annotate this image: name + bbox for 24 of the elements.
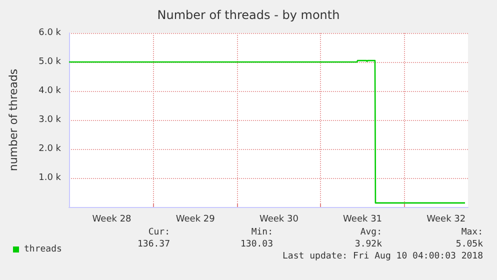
y-tick-label: 2.0 k: [38, 144, 62, 154]
text: Last update: Fri Aug 10 04:00:03 2018: [282, 252, 483, 262]
y-tick-label: 4.0 k: [38, 86, 62, 96]
chart-title: Number of threads - by month: [157, 8, 340, 22]
y-tick-label: 6.0 k: [38, 28, 62, 38]
text: 130.03: [240, 240, 273, 250]
x-tick-label: Week 30: [259, 214, 299, 224]
text: Max:: [461, 228, 483, 238]
text: Cur:: [148, 228, 170, 238]
x-tick-label: Week 28: [92, 214, 132, 224]
text: Avg:: [360, 228, 382, 238]
y-tick-label: 1.0 k: [38, 173, 62, 183]
x-tick-label: Week 32: [426, 214, 466, 224]
y-tick-label: 3.0 k: [38, 115, 62, 125]
text: 3.92k: [354, 240, 383, 250]
legend-label: threads: [24, 244, 62, 254]
y-axis-title: number of threads: [7, 68, 20, 172]
text: 5.05k: [456, 240, 484, 250]
line-series: [68, 60, 466, 204]
x-tick-label: Week 29: [176, 214, 216, 224]
y-tick-label: 5.0 k: [38, 57, 62, 67]
text: Min:: [251, 228, 273, 238]
text: 136.37: [137, 240, 170, 250]
x-tick-label: Week 31: [343, 214, 382, 224]
